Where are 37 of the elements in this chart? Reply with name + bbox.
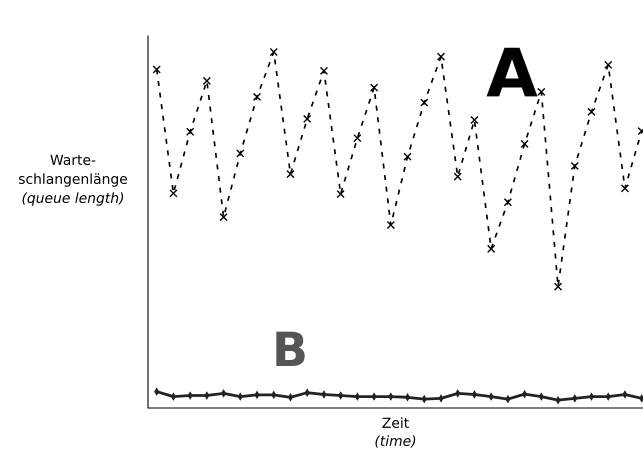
- y-axis-title: Warte- schlangenlänge (queue length): [18, 154, 128, 206]
- point: [520, 140, 529, 148]
- point: [405, 394, 410, 401]
- point: [486, 244, 496, 254]
- point: [386, 220, 395, 230]
- point: [504, 198, 512, 206]
- point: [286, 170, 295, 178]
- point: [604, 60, 612, 69]
- point: [470, 116, 479, 124]
- point: [219, 213, 228, 222]
- point: [620, 184, 630, 193]
- point: [570, 162, 579, 170]
- point: [353, 134, 362, 142]
- point: [202, 76, 212, 86]
- point: [554, 282, 562, 291]
- point: [587, 108, 596, 116]
- point: [186, 128, 194, 136]
- point: [420, 98, 428, 107]
- point: [454, 172, 462, 181]
- point: [336, 190, 345, 198]
- point: [403, 152, 412, 161]
- point: [152, 65, 161, 74]
- point: [370, 83, 378, 92]
- point: [304, 389, 310, 396]
- point: [320, 66, 328, 76]
- annotation: A: [486, 48, 538, 96]
- point: [252, 92, 262, 102]
- point: [436, 52, 446, 61]
- point: [271, 391, 276, 398]
- point: [303, 114, 312, 124]
- point: [556, 396, 561, 404]
- point: [236, 149, 244, 158]
- point: [270, 48, 278, 56]
- annotation: B: [276, 332, 305, 366]
- x-axis-title: Zeit (time): [375, 417, 416, 448]
- point: [537, 88, 546, 96]
- point: [169, 189, 178, 198]
